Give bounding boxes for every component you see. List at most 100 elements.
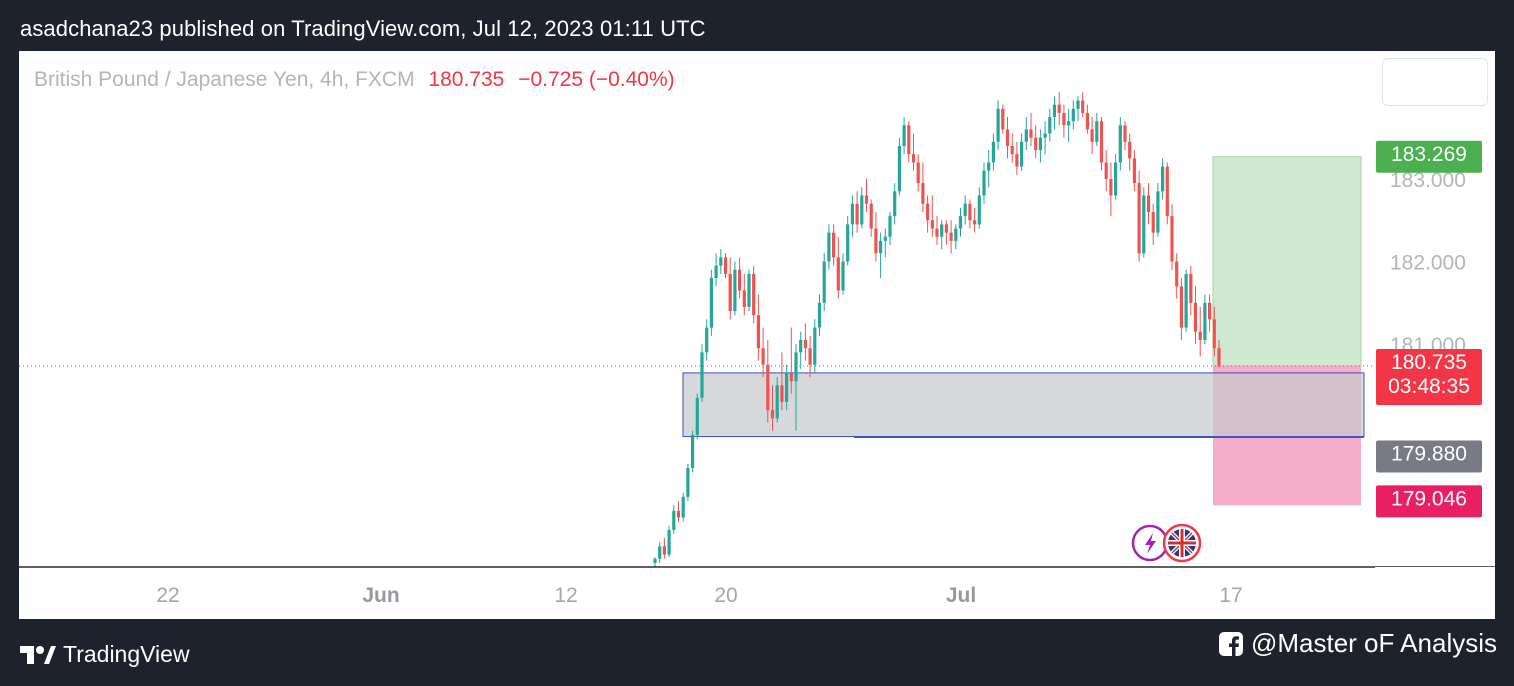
candle[interactable] <box>1109 178 1113 196</box>
candle[interactable] <box>770 410 775 419</box>
candle[interactable] <box>1184 273 1188 328</box>
candle[interactable] <box>846 224 850 262</box>
candle[interactable] <box>1043 133 1047 138</box>
candle[interactable] <box>1024 129 1028 142</box>
candle[interactable] <box>1208 302 1212 320</box>
candle[interactable] <box>705 327 709 353</box>
candle[interactable] <box>1029 129 1033 138</box>
candle[interactable] <box>691 434 695 468</box>
candle[interactable] <box>1132 158 1136 184</box>
candle[interactable] <box>775 385 779 419</box>
candle[interactable] <box>841 261 845 291</box>
candle[interactable] <box>1090 129 1094 142</box>
candle[interactable] <box>832 232 836 258</box>
tradingview-brand[interactable]: TradingView <box>20 641 190 668</box>
candle[interactable] <box>1203 302 1207 340</box>
candle[interactable] <box>893 191 897 217</box>
candle[interactable] <box>803 339 807 349</box>
candle[interactable] <box>672 510 676 530</box>
candle[interactable] <box>879 240 883 254</box>
candle[interactable] <box>949 232 953 241</box>
candle[interactable] <box>1076 100 1080 109</box>
candle[interactable] <box>1020 141 1024 167</box>
candle[interactable] <box>789 372 793 382</box>
candle[interactable] <box>921 183 925 204</box>
candle[interactable] <box>1128 141 1132 159</box>
candle[interactable] <box>1189 273 1193 303</box>
candle[interactable] <box>1104 162 1108 179</box>
candle[interactable] <box>742 290 746 307</box>
candle[interactable] <box>808 348 812 365</box>
candle[interactable] <box>747 273 751 307</box>
candle[interactable] <box>850 203 854 225</box>
candle[interactable] <box>785 372 789 402</box>
candle[interactable] <box>1034 137 1038 151</box>
candle[interactable] <box>827 232 831 262</box>
candle[interactable] <box>982 170 986 196</box>
candle[interactable] <box>1193 302 1198 332</box>
candle[interactable] <box>836 257 840 291</box>
candle[interactable] <box>874 228 878 254</box>
candle[interactable] <box>756 315 760 349</box>
candle[interactable] <box>1095 121 1099 142</box>
candle[interactable] <box>653 558 657 563</box>
candle[interactable] <box>1118 125 1122 163</box>
candle[interactable] <box>958 216 963 229</box>
candle[interactable] <box>1156 191 1160 233</box>
candle[interactable] <box>944 224 948 233</box>
candle[interactable] <box>855 203 859 225</box>
candle[interactable] <box>911 154 916 163</box>
candle[interactable] <box>822 261 826 303</box>
candle[interactable] <box>1067 121 1071 126</box>
candle[interactable] <box>1142 195 1146 254</box>
candle[interactable] <box>695 397 699 435</box>
candle[interactable] <box>752 273 756 316</box>
symbol-title[interactable]: British Pound / Japanese Yen, 4h, FXCM <box>34 68 415 91</box>
candle[interactable] <box>1123 125 1127 142</box>
candle[interactable] <box>1062 112 1066 126</box>
candle[interactable] <box>1005 129 1010 146</box>
candle[interactable] <box>733 269 737 312</box>
candle[interactable] <box>907 125 911 155</box>
candle[interactable] <box>1146 195 1151 212</box>
candle[interactable] <box>864 195 869 204</box>
candle[interactable] <box>977 195 981 225</box>
candle[interactable] <box>916 162 920 184</box>
candle[interactable] <box>813 327 817 365</box>
candle[interactable] <box>1015 154 1019 167</box>
candle[interactable] <box>1038 137 1042 151</box>
candle[interactable] <box>987 162 991 171</box>
chart-top-right-box[interactable] <box>1382 58 1488 106</box>
candlestick-chart[interactable]: 184.000183.000182.000181.00022Jun1220Jul… <box>19 51 1495 619</box>
candle[interactable] <box>1071 108 1075 122</box>
candle[interactable] <box>681 496 685 518</box>
candle[interactable] <box>1212 319 1216 349</box>
candle[interactable] <box>968 203 972 221</box>
candle[interactable] <box>991 141 995 163</box>
candle[interactable] <box>902 125 906 146</box>
candle[interactable] <box>1114 162 1118 196</box>
candle[interactable] <box>700 352 704 398</box>
candle[interactable] <box>676 510 681 518</box>
candle[interactable] <box>1175 261 1179 287</box>
candle[interactable] <box>1161 166 1165 192</box>
candle[interactable] <box>658 546 662 559</box>
candle[interactable] <box>794 352 798 382</box>
candle[interactable] <box>662 546 666 555</box>
candle[interactable] <box>761 348 765 365</box>
candle[interactable] <box>667 529 671 555</box>
candle[interactable] <box>883 236 887 241</box>
candle[interactable] <box>954 228 958 241</box>
candle[interactable] <box>1001 108 1005 130</box>
candle[interactable] <box>1048 117 1052 134</box>
candle[interactable] <box>1010 145 1014 155</box>
target-zone[interactable] <box>1212 156 1362 367</box>
candle[interactable] <box>1137 183 1141 254</box>
candle[interactable] <box>1198 331 1202 340</box>
candle[interactable] <box>1085 112 1089 130</box>
candle[interactable] <box>1081 100 1085 113</box>
candle[interactable] <box>869 203 873 229</box>
candle[interactable] <box>709 278 713 328</box>
candle[interactable] <box>1217 348 1221 366</box>
candle[interactable] <box>714 265 718 279</box>
